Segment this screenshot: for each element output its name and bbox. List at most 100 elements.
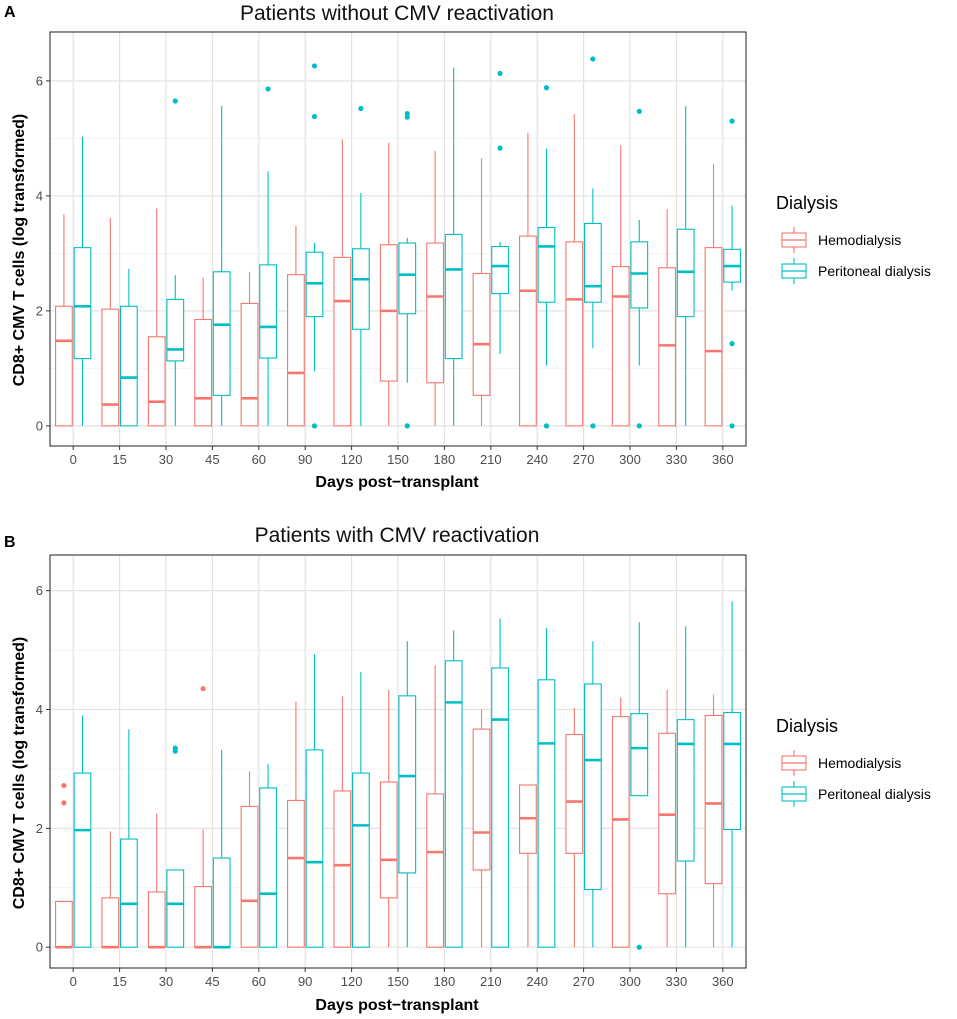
panel-a-x-tick-label: 90 xyxy=(298,452,312,467)
panel-a-outlier-point xyxy=(636,108,642,114)
panel-a: A Patients without CMV reactivation 0 2 4 6… xyxy=(4,2,747,491)
panel-b-x-tick-label: 120 xyxy=(341,974,363,989)
panel-a-outlier-point xyxy=(497,70,503,76)
panel-b-box-hemodialysis-0 xyxy=(55,782,73,949)
panel-b-outlier-point xyxy=(636,944,642,950)
panel-a-outlier-point xyxy=(311,113,318,120)
panel-a-box-iqr xyxy=(519,235,537,427)
legend-a-key-peritoneal xyxy=(781,258,807,284)
panel-a-box-hemodialysis-30 xyxy=(147,208,166,427)
legend-b-label-hemodialysis: Hemodialysis xyxy=(818,755,901,771)
panel-a-box-hemodialysis-330 xyxy=(658,209,677,427)
panel-a-box-iqr xyxy=(101,308,120,427)
panel-a-box-iqr xyxy=(55,305,73,427)
panel-a-box-iqr xyxy=(491,245,509,295)
panel-a-x-tick-label: 180 xyxy=(434,452,456,467)
panel-b-x-tick-label: 240 xyxy=(526,974,548,989)
panel-a-y-tick-label: 6 xyxy=(36,73,43,88)
panel-a-outlier-point xyxy=(729,118,735,124)
panel-a-plot-border xyxy=(49,31,747,447)
panel-b-box-peritoneal-360 xyxy=(723,601,741,948)
panel-b-box-iqr xyxy=(259,787,277,948)
panel-a-box-hemodialysis-45 xyxy=(194,277,213,427)
panel-b-outlier-point xyxy=(200,686,206,692)
panel-a-box-iqr xyxy=(333,256,352,427)
panel-b-x-tick-label: 90 xyxy=(298,974,312,989)
panel-b-box-peritoneal-180 xyxy=(444,630,463,948)
legend-a-label-hemodialysis: Hemodialysis xyxy=(818,232,901,248)
panel-b-box-peritoneal-210 xyxy=(491,618,509,948)
panel-a-box-iqr xyxy=(119,305,138,427)
panel-b-box-peritoneal-240 xyxy=(537,628,556,948)
panel-b-box-iqr xyxy=(630,713,649,797)
panel-a-outlier-point xyxy=(543,85,550,91)
panel-a-box-hemodialysis-90 xyxy=(287,225,305,427)
panel-a-box-iqr xyxy=(630,241,649,309)
panel-a-box-peritoneal-0 xyxy=(73,136,92,426)
panel-a-x-tick-label: 0 xyxy=(70,452,77,467)
panel-b-box-iqr xyxy=(305,749,324,948)
panel-b-outlier-point xyxy=(172,748,178,754)
legend-a-key-hemodialysis xyxy=(781,227,807,253)
panel-a-box-hemodialysis-120 xyxy=(333,139,352,427)
panel-b-box-iqr xyxy=(101,897,120,948)
panel-a-box-hemodialysis-360 xyxy=(704,164,723,427)
panel-b-x-tick-label: 30 xyxy=(159,974,173,989)
panel-a-box-hemodialysis-240 xyxy=(519,132,537,427)
panel-a-x-tick-label: 330 xyxy=(666,452,688,467)
panel-a-box-iqr xyxy=(73,247,92,360)
panel-a-x-tick-label: 150 xyxy=(387,452,409,467)
legend-a-keys xyxy=(781,227,807,284)
panel-a-box-hemodialysis-300 xyxy=(611,145,630,427)
panel-b-box-peritoneal-45 xyxy=(212,749,231,949)
panel-a-box-peritoneal-270 xyxy=(583,56,602,429)
panel-a-title: Patients without CMV reactivation xyxy=(240,2,554,25)
panel-a-box-iqr xyxy=(379,244,398,382)
panel-a-box-iqr xyxy=(240,302,259,427)
panel-b-title: Patients with CMV reactivation xyxy=(255,524,540,547)
panel-b-box-hemodialysis-210 xyxy=(472,709,491,948)
panel-a-x-tick-label: 300 xyxy=(619,452,641,467)
panel-b-box-iqr xyxy=(194,886,213,948)
panel-a-box-hemodialysis-15 xyxy=(101,217,120,427)
panel-b-box-hemodialysis-360 xyxy=(704,694,723,948)
panel-a-box-peritoneal-300 xyxy=(630,108,649,429)
panel-b-box-iqr xyxy=(166,869,185,948)
legend-a: Dialysis Hemodialysis Peritoneal dialysi… xyxy=(776,193,931,284)
panel-b-box-iqr xyxy=(287,799,305,948)
panel-b-box-peritoneal-270 xyxy=(583,641,602,948)
panel-b-box-peritoneal-0 xyxy=(73,715,92,948)
panel-a-outlier-point xyxy=(404,423,410,429)
panel-b-x-tick-label: 45 xyxy=(205,974,219,989)
panel-a-letter: A xyxy=(4,4,16,21)
panel-b-y-tick-label: 6 xyxy=(36,583,43,598)
panel-b-box-iqr xyxy=(333,790,352,948)
panel-a-x-tick-label: 45 xyxy=(205,452,219,467)
panel-a-x-tick-label: 120 xyxy=(341,452,363,467)
panel-a-y-tick-label: 2 xyxy=(36,303,43,318)
panel-b-box-iqr xyxy=(491,667,509,948)
panel-a-box-peritoneal-180 xyxy=(444,67,463,426)
panel-a-x-tick-label: 360 xyxy=(712,452,734,467)
panel-b-box-hemodialysis-15 xyxy=(101,831,120,949)
panel-b-box-hemodialysis-180 xyxy=(426,665,445,948)
panel-a-box-peritoneal-210 xyxy=(491,70,509,354)
panel-b-box-hemodialysis-300 xyxy=(611,697,630,948)
legend-b-label-peritoneal: Peritoneal dialysis xyxy=(818,786,931,802)
panel-a-box-hemodialysis-210 xyxy=(472,158,491,426)
panel-b-box-iqr xyxy=(611,716,630,948)
panel-b-box-hemodialysis-45 xyxy=(194,686,213,949)
panel-a-box-peritoneal-360 xyxy=(723,118,741,429)
panel-a-box-peritoneal-15 xyxy=(119,268,138,427)
panel-b-box-iqr xyxy=(565,733,584,854)
panel-a-x-tick-label: 270 xyxy=(573,452,595,467)
panel-b-plot-border xyxy=(49,554,747,969)
panel-a-outlier-point xyxy=(404,114,410,120)
panel-a-outlier-point xyxy=(311,423,318,429)
panel-a-outlier-point xyxy=(172,98,178,104)
panel-b-box-peritoneal-300 xyxy=(630,622,649,950)
